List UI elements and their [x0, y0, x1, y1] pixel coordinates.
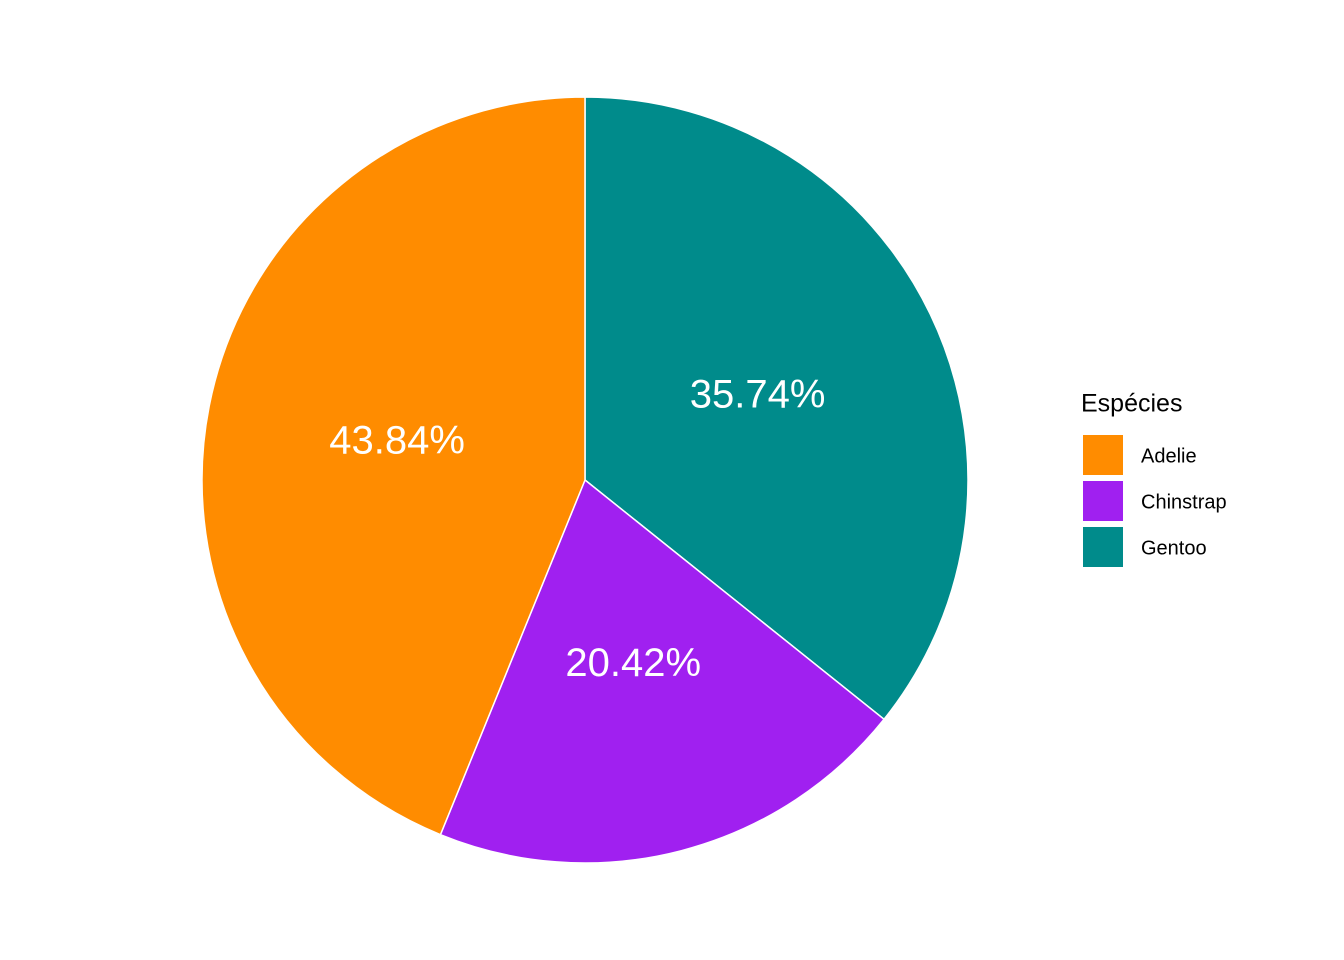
data-label: 43.84%	[329, 419, 465, 463]
pie-slice	[439, 478, 886, 864]
pie-slice	[584, 96, 969, 721]
data-label: 35.74%	[690, 373, 826, 417]
data-label: 20.42%	[565, 641, 701, 685]
legend-title: Espécies	[1081, 390, 1182, 418]
legend-key	[1083, 481, 1123, 521]
legend-label: Chinstrap	[1141, 491, 1227, 513]
legend-key	[1083, 435, 1123, 475]
pie-slice	[201, 96, 586, 836]
legend-label: Gentoo	[1141, 537, 1207, 559]
legend-key	[1083, 527, 1123, 567]
legend-label: Adelie	[1141, 445, 1197, 467]
